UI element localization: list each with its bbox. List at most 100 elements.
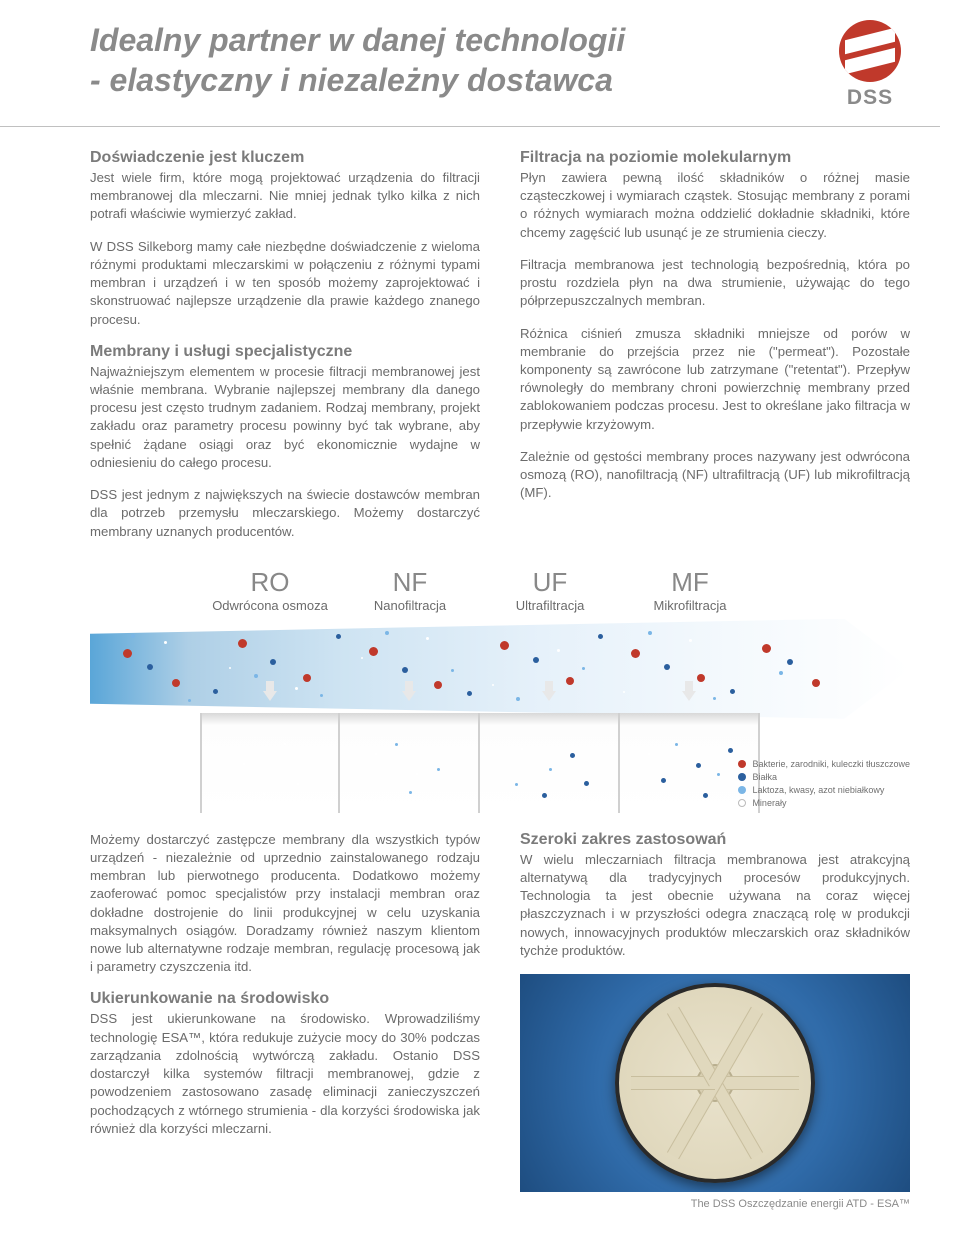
particle-dot <box>582 667 585 670</box>
particle-dot <box>434 681 442 689</box>
particle-dot <box>263 793 265 795</box>
particle-dot <box>395 743 398 746</box>
particle-dot <box>779 671 783 675</box>
body-text: Różnica ciśnień zmusza składniki mniejsz… <box>520 325 910 434</box>
particle-dot <box>515 783 518 786</box>
particle-dot <box>284 743 286 745</box>
particle-dot <box>369 647 378 656</box>
body-text: DSS jest jednym z największych na świeci… <box>90 486 480 541</box>
diagram-labels-row: ROOdwrócona osmozaNFNanofiltracjaUFUltra… <box>90 567 910 613</box>
body-text: Zależnie od gęstości membrany proces naz… <box>520 448 910 503</box>
particle-dot <box>451 669 454 672</box>
particle-dot <box>730 689 735 694</box>
particle-dot <box>516 697 520 701</box>
particle-dot <box>623 691 625 693</box>
particle-dot <box>661 778 666 783</box>
particle-dot <box>566 677 574 685</box>
particle-dot <box>295 687 298 690</box>
process-abbr: NF <box>340 567 480 598</box>
permeate-box <box>340 713 480 813</box>
section-heading: Filtracja na poziomie molekularnym <box>520 149 910 167</box>
particle-dot <box>320 694 323 697</box>
particle-dot <box>762 644 771 653</box>
right-column-lower: Szeroki zakres zastosowań W wielu mlecza… <box>520 831 910 1210</box>
particle-dot <box>584 781 589 786</box>
permeate-box <box>480 713 620 813</box>
process-fullname: Ultrafiltracja <box>480 598 620 613</box>
particle-dot <box>697 674 705 682</box>
particle-dot <box>416 773 418 775</box>
down-arrow-icon <box>402 691 416 701</box>
legend-dot-icon <box>738 799 746 807</box>
down-arrow-icon <box>682 691 696 701</box>
body-text: Najważniejszym elementem w procesie filt… <box>90 363 480 472</box>
particle-dot <box>409 791 412 794</box>
legend-label: Minerały <box>752 798 786 808</box>
legend-label: Bakterie, zarodniki, kuleczki tłuszczowe <box>752 759 910 769</box>
diagram-process-label: NFNanofiltracja <box>340 567 480 613</box>
particle-dot <box>631 649 640 658</box>
title-line-1: Idealny partner w danej technologii <box>90 22 625 58</box>
body-text: W DSS Silkeborg mamy całe niezbędne dośw… <box>90 238 480 329</box>
particle-dot <box>375 753 377 755</box>
body-text: DSS jest ukierunkowane na środowisko. Wp… <box>90 1010 480 1138</box>
body-text: Filtracja membranowa jest technologią be… <box>520 256 910 311</box>
lower-columns: Możemy dostarczyć zastępcze membrany dla… <box>90 831 910 1210</box>
process-fullname: Nanofiltracja <box>340 598 480 613</box>
logo-icon <box>839 20 901 82</box>
legend-row: Białka <box>738 772 910 782</box>
upper-columns: Doświadczenie jest kluczem Jest wiele fi… <box>90 149 910 555</box>
particle-dot <box>492 684 494 686</box>
filtration-diagram: ROOdwrócona osmozaNFNanofiltracjaUFUltra… <box>90 567 910 813</box>
particle-dot <box>172 679 180 687</box>
left-column: Doświadczenie jest kluczem Jest wiele fi… <box>90 149 480 555</box>
legend-label: Białka <box>752 772 777 782</box>
particle-dot <box>123 649 132 658</box>
legend-row: Laktoza, kwasy, azot niebiałkowy <box>738 785 910 795</box>
process-abbr: UF <box>480 567 620 598</box>
process-fullname: Odwrócona osmoza <box>200 598 340 613</box>
logo: DSS <box>830 20 910 110</box>
body-text: Możemy dostarczyć zastępcze membrany dla… <box>90 831 480 977</box>
diagram-legend: Bakterie, zarodniki, kuleczki tłuszczowe… <box>738 759 910 811</box>
logo-text: DSS <box>830 86 910 110</box>
particle-dot <box>254 674 258 678</box>
permeate-box <box>200 713 340 813</box>
legend-label: Laktoza, kwasy, azot niebiałkowy <box>752 785 884 795</box>
particle-dot <box>521 748 523 750</box>
particle-dot <box>385 631 389 635</box>
legend-row: Bakterie, zarodniki, kuleczki tłuszczowe <box>738 759 910 769</box>
particle-dot <box>664 664 670 670</box>
particle-dot <box>557 649 560 652</box>
particle-dot <box>437 768 440 771</box>
section-heading: Ukierunkowanie na środowisko <box>90 990 480 1008</box>
particle-dot <box>131 634 135 638</box>
particle-dot <box>467 691 472 696</box>
particle-dot <box>648 753 650 755</box>
legend-dot-icon <box>738 773 746 781</box>
process-abbr: RO <box>200 567 340 598</box>
divider <box>0 126 940 127</box>
wheel-graphic <box>615 983 815 1183</box>
particle-dot <box>297 783 299 785</box>
particle-dot <box>598 634 603 639</box>
particle-dot <box>570 753 575 758</box>
particle-dot <box>713 697 716 700</box>
particle-dot <box>648 631 652 635</box>
particle-dot <box>542 793 547 798</box>
diagram-flow-strip <box>90 619 910 719</box>
down-arrow-icon <box>542 691 556 701</box>
particle-dot <box>717 773 720 776</box>
particle-dot <box>229 667 231 669</box>
section-heading: Szeroki zakres zastosowań <box>520 831 910 849</box>
section-heading: Membrany i usługi specjalistyczne <box>90 343 480 361</box>
particle-dot <box>303 674 311 682</box>
body-text: Jest wiele firm, które mogą projektować … <box>90 169 480 224</box>
diagram-process-label: UFUltrafiltracja <box>480 567 620 613</box>
page-title: Idealny partner w danej technologii - el… <box>90 20 625 100</box>
body-text: W wielu mleczarniach filtracja membranow… <box>520 851 910 960</box>
body-text: Płyn zawiera pewną ilość składników o ró… <box>520 169 910 242</box>
particle-dot <box>188 699 191 702</box>
particle-dot <box>213 689 218 694</box>
photo-caption: The DSS Oszczędzanie energii ATD - ESA™ <box>520 1198 910 1210</box>
